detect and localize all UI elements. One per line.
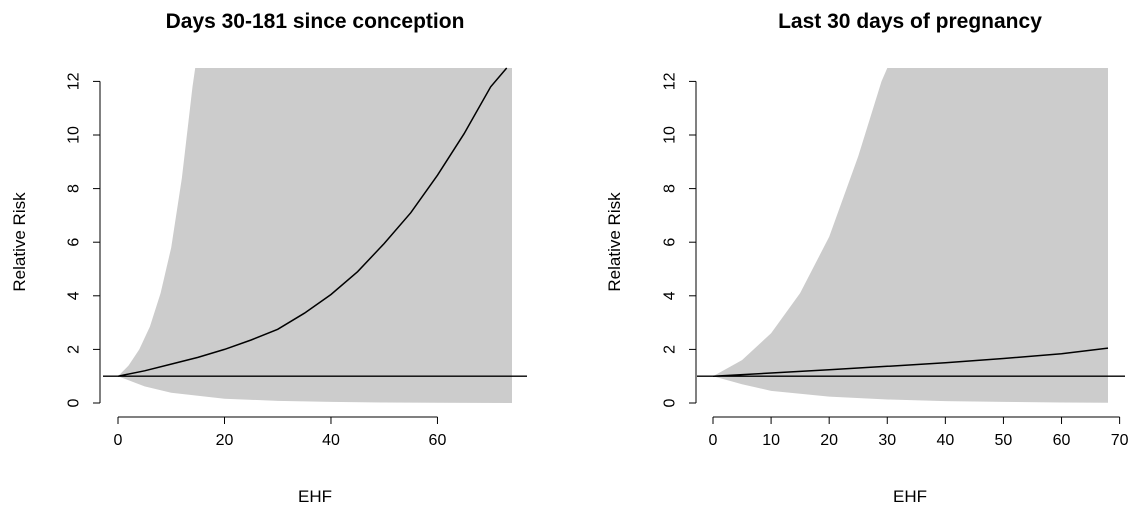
y-tick-label: 0	[66, 398, 83, 407]
y-tick-label: 10	[662, 126, 679, 144]
y-tick-label: 12	[662, 72, 679, 90]
estimate-line	[712, 347, 1109, 377]
x-tick-label: 0	[709, 432, 718, 449]
x-tick-label: 20	[820, 432, 838, 449]
x-axis-label: EHF	[298, 487, 332, 506]
x-tick-label: 10	[762, 432, 780, 449]
y-tick-label: 0	[662, 398, 679, 407]
y-tick-label: 2	[662, 345, 679, 354]
y-tick-label: 8	[66, 184, 83, 193]
plot-area: 0 20 40 60 0 2 4 6 8 10 12	[66, 67, 527, 449]
x-tick-label: 60	[1053, 432, 1071, 449]
x-tick-label: 40	[322, 432, 340, 449]
chart-panel-right: Last 30 days of pregnancy EHF Relative R…	[605, 10, 1129, 506]
chart-title: Days 30-181 since conception	[166, 10, 465, 33]
x-tick-label: 20	[216, 432, 234, 449]
y-axis-label: Relative Risk	[10, 192, 29, 292]
x-tick-label: 50	[995, 432, 1013, 449]
y-tick-label: 2	[66, 345, 83, 354]
estimate-line	[117, 67, 508, 377]
y-tick-label: 4	[66, 291, 83, 300]
y-axis-label: Relative Risk	[605, 192, 624, 292]
x-tick-label: 0	[114, 432, 123, 449]
y-tick-label: 12	[66, 72, 83, 90]
y-tick-label: 6	[662, 238, 679, 247]
confidence-band	[713, 68, 1108, 403]
x-tick-label: 60	[429, 432, 447, 449]
x-tick-label: 40	[936, 432, 954, 449]
x-tick-label: 30	[878, 432, 896, 449]
y-tick-label: 6	[66, 238, 83, 247]
x-axis-label: EHF	[893, 487, 927, 506]
chart-panel-left: Days 30-181 since conception EHF Relativ…	[10, 10, 527, 506]
y-tick-label: 10	[66, 126, 83, 144]
y-tick-label: 8	[662, 184, 679, 193]
plot-area: 0 10 20 30 40 50 60 70 0 2 4 6 8 10 12	[662, 68, 1129, 449]
x-tick-label: 70	[1111, 432, 1129, 449]
confidence-band	[118, 68, 512, 403]
y-tick-label: 4	[662, 291, 679, 300]
chart-title: Last 30 days of pregnancy	[778, 10, 1042, 33]
